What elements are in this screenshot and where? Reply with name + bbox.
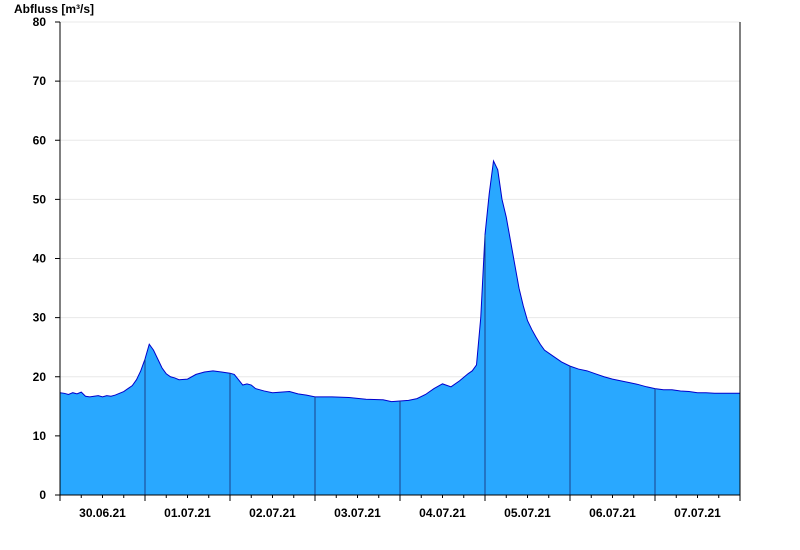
- y-tick-label: 40: [33, 252, 47, 266]
- y-tick-label: 70: [33, 74, 47, 88]
- y-tick-label: 10: [33, 429, 47, 443]
- y-tick-label: 60: [33, 133, 47, 147]
- day-dividers: [144, 234, 656, 495]
- gridlines: [60, 21, 740, 437]
- x-tick-label: 30.06.21: [79, 506, 126, 520]
- x-tick-label: 03.07.21: [334, 506, 381, 520]
- y-axis-label: Abfluss [m³/s]: [14, 2, 94, 16]
- x-tick-label: 06.07.21: [589, 506, 636, 520]
- y-tick-label: 20: [33, 370, 47, 384]
- y-tick-label: 80: [33, 15, 47, 29]
- y-tick-label: 50: [33, 192, 47, 206]
- x-tick-label: 01.07.21: [164, 506, 211, 520]
- y-tick-labels: 0 10 20 30 40 50 60 70 80: [33, 15, 60, 502]
- x-tick-label: 02.07.21: [249, 506, 296, 520]
- y-tick-label: 30: [33, 311, 47, 325]
- x-tick-labels: 30.06.21 01.07.21 02.07.21 03.07.21 04.07.21…: [59, 495, 741, 520]
- y-tick-label: 0: [39, 488, 46, 502]
- x-tick-label: 04.07.21: [419, 506, 466, 520]
- x-tick-label: 07.07.21: [674, 506, 721, 520]
- series-line: [59, 159, 740, 403]
- x-tick-label: 05.07.21: [504, 506, 551, 520]
